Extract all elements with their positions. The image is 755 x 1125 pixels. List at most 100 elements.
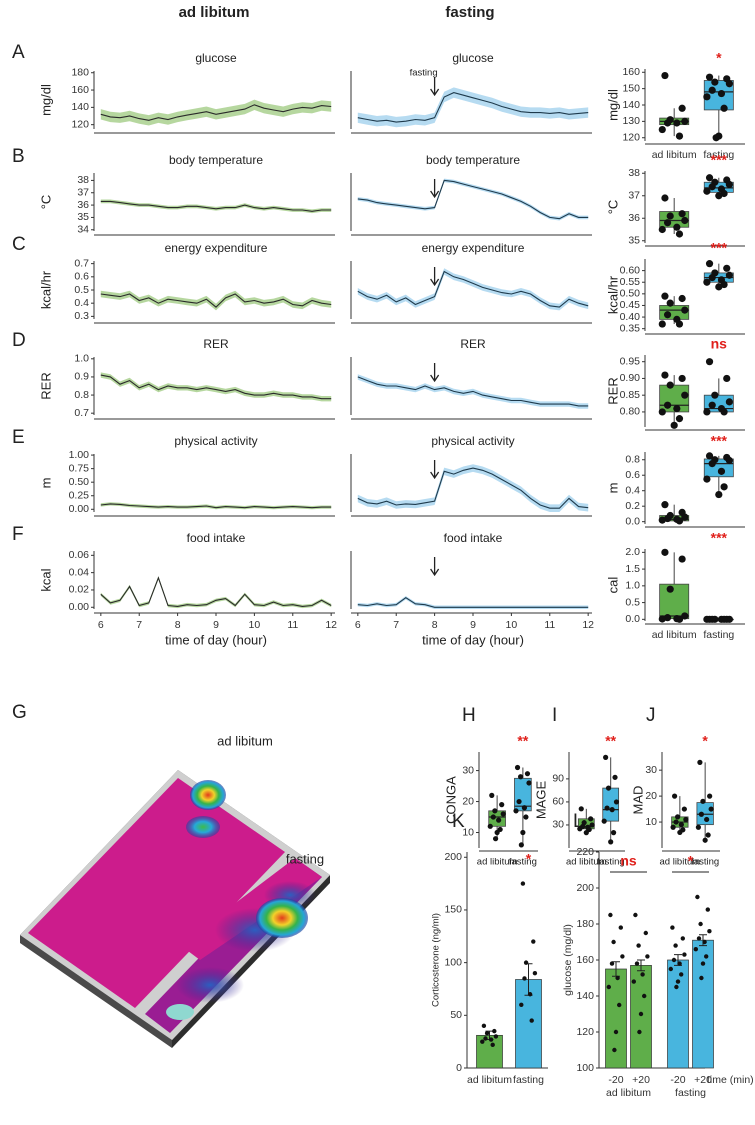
- point: [681, 391, 689, 399]
- x-tick-label: 6: [98, 619, 104, 631]
- significance: ***: [711, 152, 728, 168]
- error-band: [100, 99, 332, 126]
- x-tick-label: 11: [544, 619, 555, 631]
- point: [673, 943, 678, 948]
- y-tick-label: 0.7: [74, 407, 89, 419]
- point: [725, 456, 733, 465]
- point: [705, 907, 710, 912]
- bar: [605, 968, 627, 1069]
- y-axis-label: RER: [38, 372, 53, 399]
- y-tick-label: 0.06: [69, 549, 90, 561]
- y-tick-label: 38: [628, 167, 640, 179]
- point: [490, 814, 496, 820]
- y-axis-label: cal: [605, 577, 620, 594]
- point: [677, 829, 683, 836]
- y-tick-label: 36: [628, 212, 640, 224]
- x-tick-label: 10: [506, 619, 518, 631]
- point: [481, 1023, 487, 1029]
- y-tick-label: 220: [576, 846, 594, 858]
- surface-ad-libitum: [28, 778, 285, 1008]
- y-tick-label: 160: [576, 954, 594, 966]
- error-band: [357, 178, 589, 221]
- y-tick-label: 120: [622, 132, 640, 144]
- point: [608, 839, 614, 845]
- x-tick-label: 8: [432, 619, 438, 631]
- y-tick-label: 60: [552, 796, 564, 808]
- point: [666, 585, 674, 593]
- point: [707, 793, 713, 799]
- x-tick-label: fasting: [509, 857, 537, 868]
- point: [521, 805, 528, 811]
- point: [705, 174, 714, 182]
- y-tick-label: 0.45: [620, 299, 641, 311]
- point: [670, 824, 676, 830]
- point: [702, 837, 708, 843]
- point: [658, 225, 666, 234]
- event-arrow: [430, 363, 440, 383]
- y-tick-label: 20: [645, 790, 657, 802]
- y-axis-label: mg/dl: [605, 89, 620, 121]
- chart-title: RER: [203, 337, 229, 351]
- point: [520, 881, 526, 886]
- point: [523, 960, 529, 965]
- point: [715, 283, 723, 291]
- y-tick-label: 1.00: [69, 449, 90, 461]
- significance: *: [702, 733, 708, 749]
- chart-title: physical activity: [174, 434, 257, 448]
- y-tick-label: 38: [77, 174, 89, 186]
- point: [658, 615, 666, 623]
- y-axis-label: CONGA: [443, 776, 458, 824]
- y-tick-label: 0.85: [620, 389, 641, 401]
- line: [357, 597, 589, 608]
- point: [708, 460, 716, 468]
- y-tick-label: 1.0: [74, 353, 89, 365]
- point: [608, 912, 613, 918]
- chart-title: food intake: [187, 531, 246, 545]
- y-tick-label: 1.5: [625, 563, 640, 575]
- significance: ***: [711, 240, 728, 256]
- point: [487, 823, 493, 829]
- y-axis-label: °C: [605, 200, 620, 215]
- surface-peak: [190, 780, 226, 810]
- point: [605, 785, 612, 791]
- point: [705, 260, 714, 268]
- point: [700, 798, 706, 804]
- point: [703, 187, 711, 195]
- point: [705, 452, 714, 460]
- line: [357, 270, 589, 308]
- point: [488, 1037, 494, 1042]
- point: [673, 819, 679, 825]
- point: [675, 615, 684, 623]
- point: [670, 421, 678, 429]
- y-tick-label: 120: [576, 1026, 594, 1038]
- point: [704, 954, 709, 959]
- y-tick-label: 0.0: [625, 515, 640, 527]
- y-tick-label: 37: [77, 187, 89, 199]
- point: [636, 943, 641, 948]
- y-tick-label: 35: [77, 211, 89, 223]
- point: [678, 822, 684, 828]
- significance: **: [605, 733, 616, 749]
- error-band: [357, 464, 589, 512]
- point: [678, 294, 686, 303]
- point: [603, 754, 609, 760]
- point: [613, 1029, 619, 1035]
- point: [489, 792, 495, 798]
- x-tick-label: 10: [249, 619, 261, 631]
- point: [637, 1029, 642, 1035]
- y-tick-label: 0.4: [625, 484, 640, 496]
- y-tick-label: 0.2: [625, 500, 640, 512]
- point: [663, 311, 672, 319]
- line: [100, 374, 332, 400]
- y-tick-label: 0.04: [69, 566, 90, 578]
- surface-peak: [256, 898, 308, 938]
- line: [100, 200, 332, 212]
- y-tick-label: 0.8: [625, 454, 640, 466]
- point: [668, 966, 673, 972]
- point: [618, 925, 623, 930]
- y-tick-label: 100: [576, 1062, 594, 1074]
- x-tick-label: 6: [355, 619, 361, 631]
- point: [661, 501, 669, 509]
- point: [666, 381, 674, 389]
- x-tick-label: fasting: [513, 1074, 544, 1086]
